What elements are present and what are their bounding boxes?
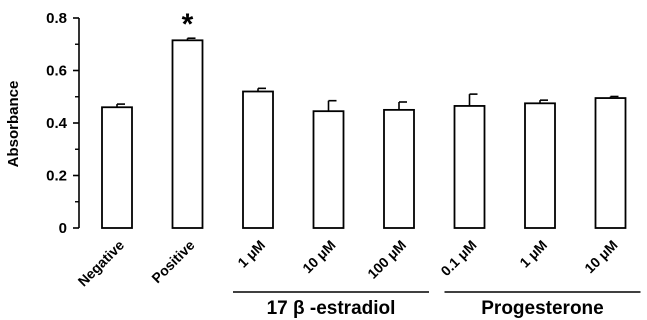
group-labels: 17 β -estradiol Progesterone <box>233 291 641 319</box>
x-tick-label: 1 μM <box>516 237 550 271</box>
x-tick-label: 0.1 μM <box>437 237 479 279</box>
x-tick-label: 10 μM <box>299 237 338 276</box>
y-tick-label: 0 <box>59 220 67 237</box>
y-axis-label: Absorbance <box>5 81 22 168</box>
group-label: 17 β -estradiol <box>267 298 396 319</box>
y-tick-label: 0.4 <box>46 115 68 132</box>
y-tick-label: 0.8 <box>46 10 67 27</box>
bar <box>594 97 627 229</box>
bars: * <box>101 8 627 229</box>
bar <box>171 39 204 229</box>
bar <box>242 90 274 229</box>
bar <box>524 102 556 229</box>
category-labels: Negative Positive 1 μM 10 μM 100 μM 0.1 μM 1 μ… <box>75 237 621 290</box>
group-label: Progesterone <box>481 298 603 319</box>
x-tick-label: 1 μM <box>234 237 268 271</box>
x-tick-label: 10 μM <box>581 237 620 276</box>
x-tick-label: Positive <box>148 237 197 286</box>
x-tick-label: 100 μM <box>364 237 409 282</box>
y-tick-label: 0.2 <box>46 168 67 185</box>
y-tick-label: 0.6 <box>46 63 67 80</box>
y-axis: 0 0.2 0.4 0.6 0.8 <box>46 10 80 237</box>
significance-marker: * <box>182 8 194 41</box>
bar <box>453 105 486 229</box>
bar <box>101 106 133 229</box>
bar <box>312 110 345 229</box>
x-tick-label: Negative <box>75 237 128 290</box>
bar <box>383 108 415 229</box>
